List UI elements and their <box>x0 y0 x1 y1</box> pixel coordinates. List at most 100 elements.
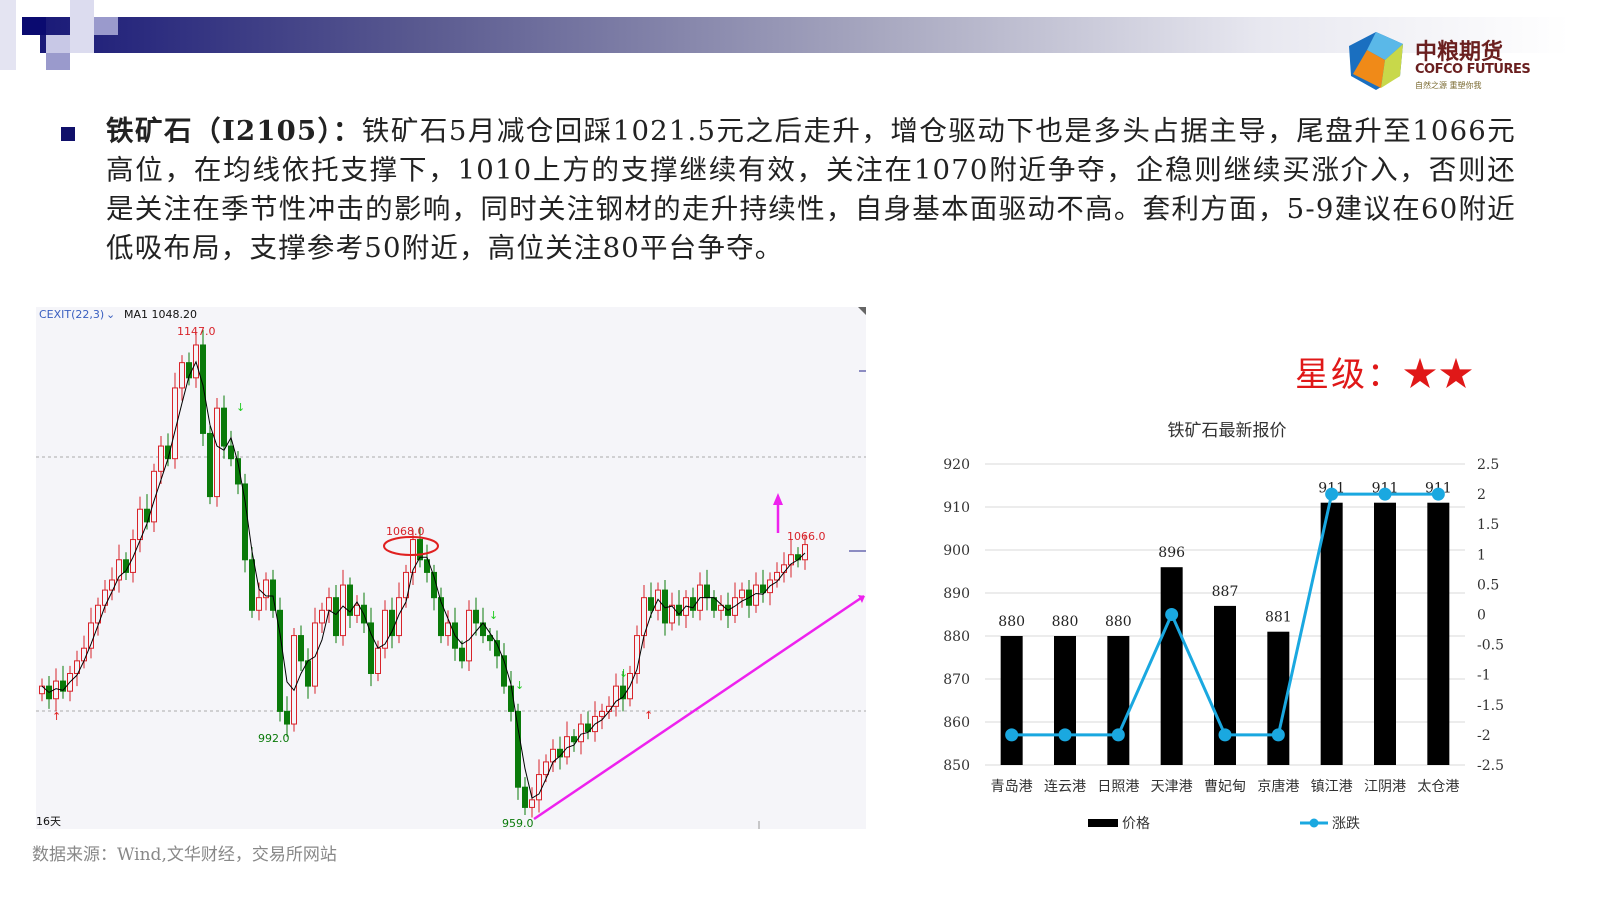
change-point <box>1271 728 1285 742</box>
y-left-tick-label: 900 <box>943 543 970 559</box>
high-label: 1147.0 <box>177 325 216 338</box>
corner-marker <box>858 307 866 315</box>
support-trendline <box>533 594 865 821</box>
y-right-tick-label: 0.5 <box>1477 577 1499 593</box>
cofco-logo: 中粮期货 COFCO FUTURES 自然之源 重塑你我 <box>1345 30 1545 94</box>
deco-square <box>22 17 46 35</box>
logo-tagline: 自然之源 重塑你我 <box>1415 81 1482 90</box>
candle-body <box>158 445 164 472</box>
paragraph-heading: 铁矿石（I2105）： <box>106 115 362 147</box>
candle-body <box>291 635 297 725</box>
category-label: 天津港 <box>1151 779 1193 795</box>
candle-body <box>515 710 521 788</box>
low-label-2: 959.0 <box>502 817 534 829</box>
price-bar <box>1107 636 1130 765</box>
y-left-tick-label: 910 <box>943 500 970 516</box>
candle-body <box>207 432 213 498</box>
candle-body <box>214 407 220 498</box>
category-label: 镇江港 <box>1311 779 1353 795</box>
y-left-tick-label: 850 <box>943 758 970 774</box>
price-bar <box>1320 502 1343 765</box>
candle-body <box>74 660 80 674</box>
candle-body <box>445 622 451 637</box>
candle-body <box>242 483 248 561</box>
candle-body <box>333 597 339 637</box>
candle-body <box>144 508 150 523</box>
candle-body <box>151 470 157 523</box>
y-right-tick-label: -1.5 <box>1477 698 1504 714</box>
y-left-tick-label: 920 <box>943 457 970 473</box>
candle-body <box>340 584 346 637</box>
candle-body <box>704 584 710 599</box>
candle-body <box>81 647 87 662</box>
indicator-selector[interactable]: CEXIT(22,3) <box>39 308 104 321</box>
down-arrow-icon: ↓ <box>236 401 245 414</box>
candle-body <box>774 571 780 581</box>
category-label: 京唐港 <box>1257 778 1299 795</box>
change-point <box>1431 487 1445 501</box>
candle-body <box>326 597 332 611</box>
price-data-label: 880 <box>998 614 1025 630</box>
candlestick-svg: ↓ ↓ ↓ ↓ ↑ ↑ CEXIT(22,3) ⌄ MA1 1048.20 11… <box>36 307 866 829</box>
header-gradient-bar <box>40 17 1570 53</box>
y-right-tick-label: 2 <box>1477 487 1486 503</box>
price-data-label: 881 <box>1265 610 1292 626</box>
candle-body <box>375 647 381 674</box>
analysis-paragraph: 铁矿石（I2105）：铁矿石5月减仓回踩1021.5元之后走升，增仓驱动下也是多… <box>106 112 1516 268</box>
candle-body <box>382 609 388 649</box>
change-point <box>1218 728 1232 742</box>
change-point <box>1378 487 1392 501</box>
price-data-label: 880 <box>1105 614 1132 630</box>
legend-price: 价格 <box>1122 816 1150 832</box>
y-right-tick-label: -0.5 <box>1477 638 1504 654</box>
candle-body <box>760 584 766 594</box>
down-arrow-icon: ↓ <box>489 609 498 622</box>
candle-body <box>235 458 241 485</box>
candle-body <box>88 622 94 649</box>
candle-body <box>417 539 423 561</box>
price-bar <box>1427 502 1450 765</box>
candle-body <box>389 609 395 637</box>
deco-square <box>70 0 94 53</box>
candle-body <box>529 799 535 808</box>
period-label[interactable]: 16天 <box>36 815 61 828</box>
deco-square <box>46 53 70 70</box>
legend-bar-swatch <box>1088 819 1118 827</box>
price-bar <box>1054 636 1076 765</box>
sell-signal-markers: ↓ ↓ ↓ ↓ <box>236 401 628 692</box>
up-arrow-signal-icon: ↑ <box>52 710 61 723</box>
low-label-1: 992.0 <box>258 732 290 745</box>
candle-body <box>270 579 276 611</box>
highlight-ellipse <box>383 536 439 556</box>
candle-body <box>536 774 542 801</box>
price-bar <box>1160 567 1183 765</box>
y-left-tick-label: 860 <box>943 715 970 731</box>
down-arrow-icon: ↓ <box>515 679 524 692</box>
candle-body <box>403 571 409 599</box>
up-arrow-signal-icon: ↑ <box>644 709 653 722</box>
change-point <box>1165 608 1179 621</box>
down-arrow-icon: ↓ <box>619 667 628 680</box>
candle-body <box>676 604 682 616</box>
candle-body <box>438 597 444 637</box>
y-left-tick-label: 880 <box>943 629 970 645</box>
category-label: 江阴港 <box>1364 779 1406 795</box>
chevron-down-icon[interactable]: ⌄ <box>106 308 115 321</box>
candle-body <box>585 723 591 733</box>
candle-body <box>60 680 66 692</box>
price-data-label: 896 <box>1158 545 1185 561</box>
y-right-tick-label: -2.5 <box>1477 758 1504 774</box>
deco-square <box>94 17 118 35</box>
candle-body <box>312 622 318 687</box>
candle-body <box>781 564 787 573</box>
candle-body <box>298 635 304 662</box>
candle-body <box>284 710 290 725</box>
price-data-label: 887 <box>1212 584 1239 600</box>
candle-body <box>788 554 794 566</box>
price-bar-chart: 铁矿石最新报价 88088088089688788191191191192091… <box>943 421 1504 832</box>
candle-body <box>459 647 465 662</box>
logo-cube-icon <box>1349 32 1403 90</box>
candle-body <box>599 710 605 717</box>
candle-body <box>802 544 808 561</box>
candle-body <box>634 635 640 674</box>
